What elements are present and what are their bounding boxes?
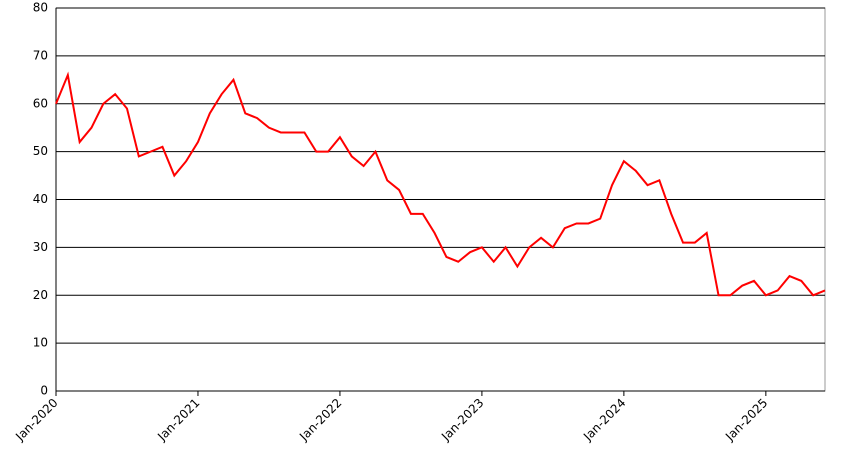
- y-tick-label: 40: [33, 192, 48, 206]
- y-tick-label: 10: [33, 336, 48, 350]
- y-tick-label: 30: [33, 240, 48, 254]
- y-tick-label: 80: [33, 1, 48, 15]
- x-tick-label: Jan-2024: [580, 396, 628, 444]
- y-tick-label: 70: [33, 48, 48, 62]
- x-tick-label: Jan-2020: [12, 396, 60, 444]
- y-tick-label: 50: [33, 144, 48, 158]
- y-tick-label: 0: [40, 384, 48, 398]
- x-tick-label: Jan-2021: [154, 396, 202, 444]
- x-tick-label: Jan-2022: [296, 396, 344, 444]
- y-tick-label: 60: [33, 96, 48, 110]
- line: [55, 71, 826, 297]
- x-tick-label: Jan-2025: [722, 396, 770, 444]
- y-tick-label: 20: [33, 288, 48, 302]
- x-tick-label: Jan-2023: [438, 396, 486, 444]
